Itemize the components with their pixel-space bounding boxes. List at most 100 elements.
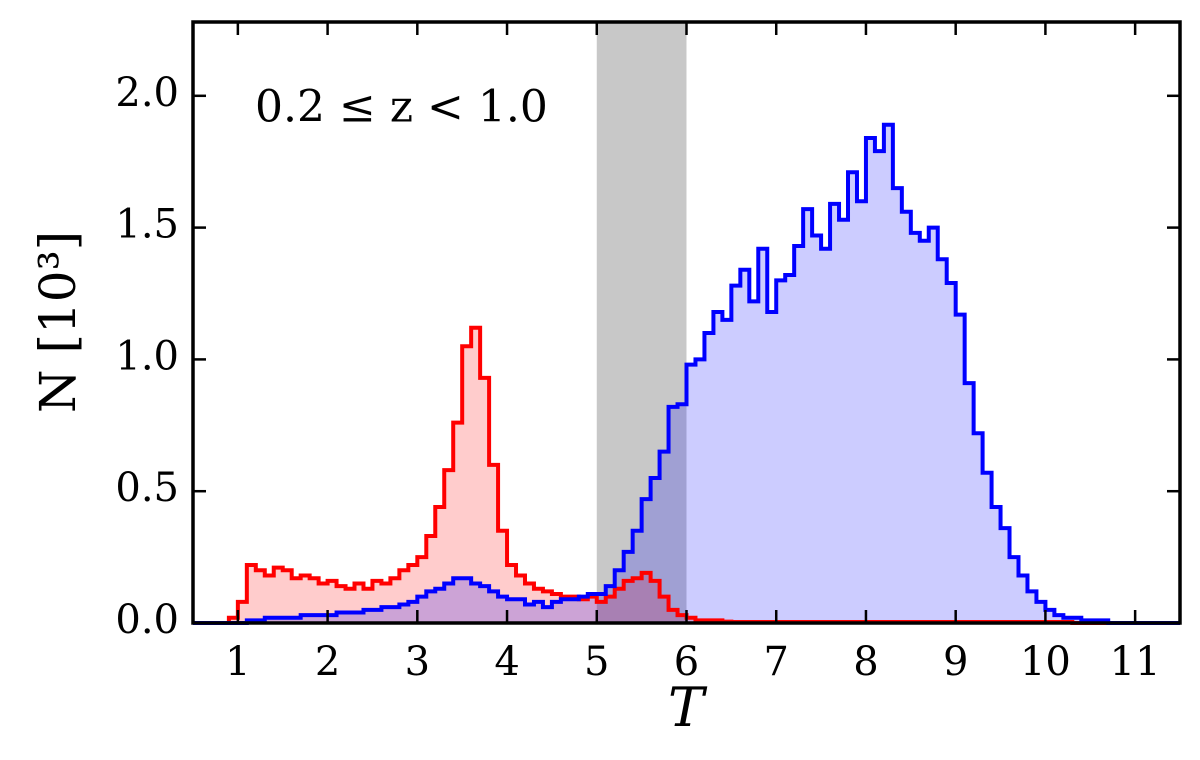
histogram-bar: [695, 359, 705, 623]
histogram-bar: [821, 248, 831, 623]
histogram-bar: [605, 596, 615, 623]
histogram-bar: [453, 578, 463, 623]
histogram-bar: [282, 570, 292, 623]
histogram-bar: [839, 219, 849, 623]
x-axis-label: T: [668, 676, 708, 739]
histogram-bar: [381, 607, 391, 623]
histogram-bar: [291, 578, 301, 623]
histogram-bar: [372, 609, 382, 623]
histogram-bar: [776, 280, 786, 623]
histogram-bar: [318, 583, 328, 623]
histogram-bar: [713, 311, 723, 623]
histogram-bar: [399, 604, 409, 623]
histogram-bar: [228, 617, 238, 623]
histogram-bar: [533, 601, 543, 623]
histogram-bar: [300, 615, 310, 623]
histogram-bar: [408, 565, 418, 623]
histogram-bar: [901, 211, 911, 623]
histogram-bar: [498, 530, 508, 623]
histogram-bar: [426, 536, 436, 623]
histogram-bar: [327, 580, 337, 623]
histogram-bar: [291, 617, 301, 623]
histogram-bar: [533, 588, 543, 623]
histogram-bar: [955, 314, 965, 623]
histogram-bar: [516, 599, 525, 623]
histogram-bar: [507, 565, 517, 623]
histogram-bar: [318, 615, 328, 623]
histogram-bar: [722, 319, 732, 623]
histogram-bar: [578, 596, 588, 623]
histogram-bar: [892, 188, 902, 623]
histogram-bar: [372, 580, 382, 623]
histogram-bar: [587, 596, 597, 623]
histogram-bar: [462, 346, 472, 623]
histogram-bar: [489, 464, 499, 623]
histogram-bar: [731, 285, 741, 623]
histogram-bar: [453, 422, 463, 623]
histogram-bar: [928, 227, 938, 623]
histogram-bar: [650, 580, 660, 623]
y-tick-label: 2.0: [115, 70, 179, 116]
histogram-bar: [408, 601, 418, 623]
histogram-bar: [489, 591, 499, 623]
histogram-bar: [569, 599, 579, 623]
histogram-bar: [1054, 615, 1064, 623]
histogram-bar: [1000, 528, 1010, 623]
histogram-bar: [632, 578, 642, 623]
histogram-bar: [569, 596, 579, 623]
histogram-bar: [803, 209, 813, 623]
histogram-bar: [937, 259, 947, 623]
histogram-bar: [444, 470, 454, 623]
histogram-bar: [542, 607, 552, 623]
histogram-bar: [973, 433, 983, 623]
histogram-bar: [255, 570, 265, 623]
histogram-bar: [650, 478, 660, 623]
histogram-bar: [883, 124, 893, 623]
histogram-bar: [471, 583, 481, 623]
histogram-bar: [856, 201, 866, 624]
histogram-bar: [848, 172, 857, 623]
histogram-bar: [363, 609, 373, 623]
x-tick-label: 11: [1110, 639, 1161, 685]
x-tick-label: 1: [225, 639, 250, 685]
histogram-bar: [1009, 557, 1019, 623]
histogram-bar: [686, 617, 696, 623]
histogram-bar: [273, 617, 283, 623]
histogram-bar: [1045, 609, 1055, 623]
y-axis-label: N [10³]: [29, 231, 87, 413]
histogram-bar: [614, 588, 624, 623]
x-tick-label: 10: [1020, 639, 1071, 685]
histogram-bar: [964, 383, 974, 623]
histogram-bar: [390, 578, 400, 623]
annotation: 0.2 ≤ z < 1.0: [255, 82, 548, 133]
histogram-bar: [1018, 575, 1028, 623]
histogram-bar: [309, 615, 319, 623]
x-tick-label: 3: [405, 639, 430, 685]
histogram-bar: [354, 583, 364, 623]
histogram-bar: [327, 615, 337, 623]
histogram-bar: [659, 451, 669, 623]
y-tick-label: 1.5: [115, 202, 179, 248]
histogram-bar: [812, 235, 822, 623]
histogram-bar: [910, 232, 920, 623]
histogram-bar: [264, 575, 274, 623]
histogram-bar: [614, 570, 624, 623]
histogram-bar: [991, 507, 1001, 623]
histogram-bar: [919, 240, 929, 623]
histogram-bar: [677, 615, 687, 623]
x-tick-label: 6: [674, 639, 699, 685]
histogram-bar: [336, 612, 346, 623]
histogram-bar: [1036, 601, 1046, 623]
y-tick-label: 0.5: [115, 465, 179, 511]
histogram-bar: [865, 137, 875, 623]
histogram-bar: [426, 591, 436, 623]
x-tick-label: 5: [584, 639, 609, 685]
histogram-bar: [417, 596, 427, 623]
histogram-bar: [417, 557, 427, 623]
histogram-bar: [605, 586, 615, 623]
histogram-bar: [641, 572, 651, 623]
histogram-bar: [740, 269, 750, 623]
y-tick-label: 0.0: [115, 597, 179, 643]
